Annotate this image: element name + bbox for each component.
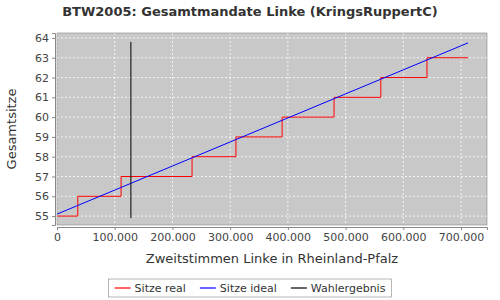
legend-swatch [291,287,307,288]
grid-line [57,216,487,217]
tick-mark [52,177,55,178]
grid [57,33,487,225]
axis-line [52,34,56,226]
grid-line [57,37,487,38]
tick-label: 300.000 [208,231,254,244]
legend-item: Sitze real [115,282,186,295]
tick: 62 [35,72,55,85]
tick: 200.000 [150,227,196,244]
tick-mark [52,137,55,138]
tick-label: 700.000 [439,231,485,244]
tick: 400.000 [266,227,312,244]
y-axis-title: Gesamtsitze [4,89,19,170]
tick-label: 58 [35,151,49,164]
grid-line [57,117,487,118]
series-line [57,43,468,214]
tick: 700.000 [439,227,485,244]
tick: 61 [35,91,55,104]
legend-label: Sitze ideal [220,282,277,295]
tick: 0 [54,227,61,244]
tick: 600.000 [381,227,427,244]
x-axis: 0 100.000 200.000 300.000 400.000 500.000 600.… [54,227,488,244]
grid-line [172,33,173,225]
tick: 59 [35,131,55,144]
plot-background [57,33,487,225]
tick: 100.000 [92,227,138,244]
tick-label: 0 [54,231,61,244]
tick: 56 [35,190,55,203]
axis-line [58,228,488,231]
tick-label: 600.000 [381,231,427,244]
plot-frame [57,33,487,225]
tick-mark [52,78,55,79]
tick: 64 [35,32,55,45]
series-line [57,58,468,216]
grid-line [57,156,487,157]
tick-label: 200.000 [150,231,196,244]
legend-item: Sitze ideal [200,282,277,295]
tick-label: 100.000 [92,231,138,244]
tick-mark [288,227,289,230]
tick-mark [172,227,173,230]
grid-line [287,33,288,225]
tick: 500.000 [323,227,369,244]
tick-mark [461,227,462,230]
tick-label: 59 [35,131,49,144]
chart: BTW2005: Gesamtmandate Linke (KringsRupp… [0,0,500,300]
series-group [57,42,468,218]
tick-label: 57 [35,171,49,184]
grid-line [57,97,487,98]
tick: 63 [35,52,55,65]
tick-label: 500.000 [323,231,369,244]
title: BTW2005: Gesamtmandate Linke (KringsRupp… [62,4,438,19]
grid-line [57,57,487,58]
tick: 58 [35,151,55,164]
tick-label: 61 [35,91,49,104]
tick: 57 [35,171,55,184]
tick-mark [52,58,55,59]
tick-label: 64 [35,32,49,45]
legend-swatch [115,287,131,288]
tick-mark [57,227,58,230]
tick-label: 60 [35,111,49,124]
tick-label: 63 [35,52,49,65]
series-line [130,42,131,218]
tick-mark [346,227,347,230]
legend-box [109,279,392,297]
tick-mark [52,157,55,158]
tick-label: 55 [35,210,49,223]
tick: 55 [35,210,55,223]
tick-label: 62 [35,72,49,85]
tick-mark [403,227,404,230]
tick-mark [52,38,55,39]
tick: 300.000 [208,227,254,244]
tick-label: 56 [35,190,49,203]
tick-mark [52,216,55,217]
tick-mark [115,227,116,230]
tick-label: 400.000 [266,231,312,244]
tick: 60 [35,111,55,124]
legend-label: Wahlergebnis [311,282,386,295]
tick-mark [230,227,231,230]
legend-swatch [200,287,216,288]
tick-mark [52,117,55,118]
x-axis-title: Zweitstimmen Linke in Rheinland-Pfalz [146,251,399,266]
y-axis: 55 56 57 58 59 60 61 62 63 64 [35,32,56,226]
legend: Sitze real Sitze ideal Wahlergebnis [109,279,392,297]
legend-item: Wahlergebnis [291,282,386,295]
legend-label: Sitze real [135,282,186,295]
tick-mark [52,196,55,197]
tick-mark [52,97,55,98]
